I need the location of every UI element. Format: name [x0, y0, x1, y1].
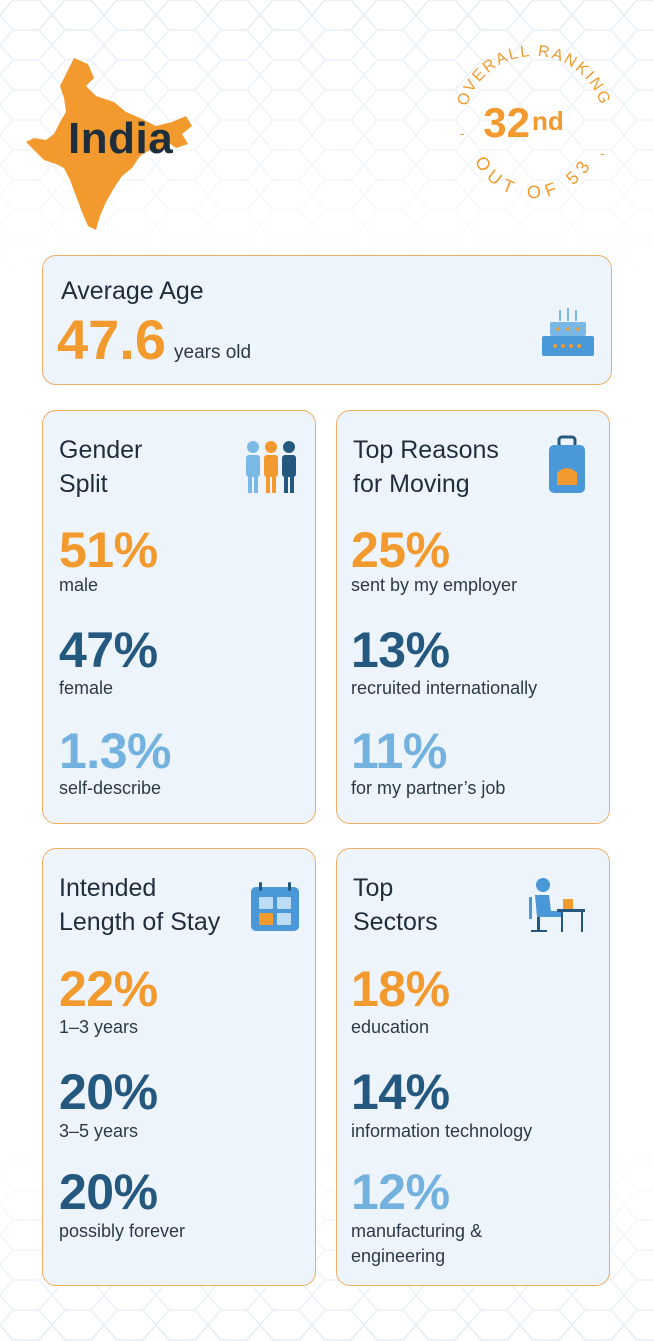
- ranking-dash-right: -: [600, 145, 605, 161]
- stat-label: possibly forever: [59, 1221, 186, 1241]
- gender-split-title: Gender Split: [59, 436, 143, 498]
- people-icon: [246, 441, 296, 493]
- stat-label: sent by my employer: [351, 575, 518, 595]
- average-age-card: Average Age 47.6 years old: [42, 255, 612, 385]
- gender-split-card: Gender Split 51% male 47% female 1.3% se…: [42, 410, 316, 824]
- stat-label: male: [59, 575, 99, 595]
- top-reasons-title: Top Reasons for Moving: [353, 436, 499, 498]
- header: India OVERALL RANKING OUT OF 53 - - 32 n…: [0, 0, 654, 250]
- suitcase-icon: [549, 435, 585, 493]
- overall-ranking-badge: OVERALL RANKING OUT OF 53 - - 32 nd: [454, 43, 613, 203]
- top-sectors-title: Top Sectors: [353, 874, 438, 936]
- stat-value: 25%: [351, 522, 450, 578]
- stat-label: information technology: [351, 1121, 533, 1141]
- stat-value: 12%: [351, 1164, 450, 1220]
- length-of-stay-title: Intended Length of Stay: [59, 874, 221, 936]
- stat-label: manufacturing & engineering: [351, 1221, 483, 1266]
- stat-label: recruited internationally: [351, 678, 538, 698]
- stat-label: 3–5 years: [59, 1121, 139, 1141]
- stat-label: for my partner’s job: [351, 778, 506, 798]
- svg-text:OUT OF 53: OUT OF 53: [471, 152, 597, 202]
- stat-label: education: [351, 1017, 430, 1037]
- average-age-unit: years old: [174, 342, 252, 363]
- length-of-stay-card: Intended Length of Stay 22% 1–3 years 20…: [42, 848, 316, 1286]
- person-at-desk-icon: [529, 878, 585, 932]
- india-map-icon: [26, 58, 192, 230]
- stat-value: 47%: [59, 622, 158, 678]
- stat-label: 1–3 years: [59, 1017, 139, 1037]
- stat-value: 14%: [351, 1064, 450, 1120]
- stat-value: 11%: [351, 723, 447, 779]
- birthday-cake-icon: [542, 308, 594, 356]
- stat-value: 20%: [59, 1064, 158, 1120]
- stat-value: 13%: [351, 622, 450, 678]
- stat-label: self-describe: [59, 778, 162, 798]
- ranking-top-text: OVERALL RANKING: [454, 43, 611, 108]
- average-age-title: Average Age: [61, 277, 204, 305]
- ranking-number: 32: [483, 99, 530, 146]
- stat-value: 20%: [59, 1164, 158, 1220]
- top-sectors-card: Top Sectors 18% education 14% informatio…: [336, 848, 610, 1286]
- average-age-value: 47.6: [57, 308, 166, 371]
- stat-value: 51%: [59, 522, 158, 578]
- ranking-suffix: nd: [532, 106, 564, 136]
- ranking-bottom-text: OUT OF 53: [471, 152, 591, 202]
- ranking-dash-left: -: [460, 125, 465, 141]
- stat-value: 22%: [59, 961, 158, 1017]
- calendar-icon: [251, 882, 299, 931]
- stat-value: 18%: [351, 961, 450, 1017]
- stat-value: 1.3%: [59, 723, 171, 779]
- svg-text:OVERALL RANKING: OVERALL RANKING: [454, 43, 613, 108]
- top-reasons-card: Top Reasons for Moving 25% sent by my em…: [336, 410, 610, 824]
- stat-label: female: [59, 678, 114, 698]
- country-name: India: [68, 114, 174, 163]
